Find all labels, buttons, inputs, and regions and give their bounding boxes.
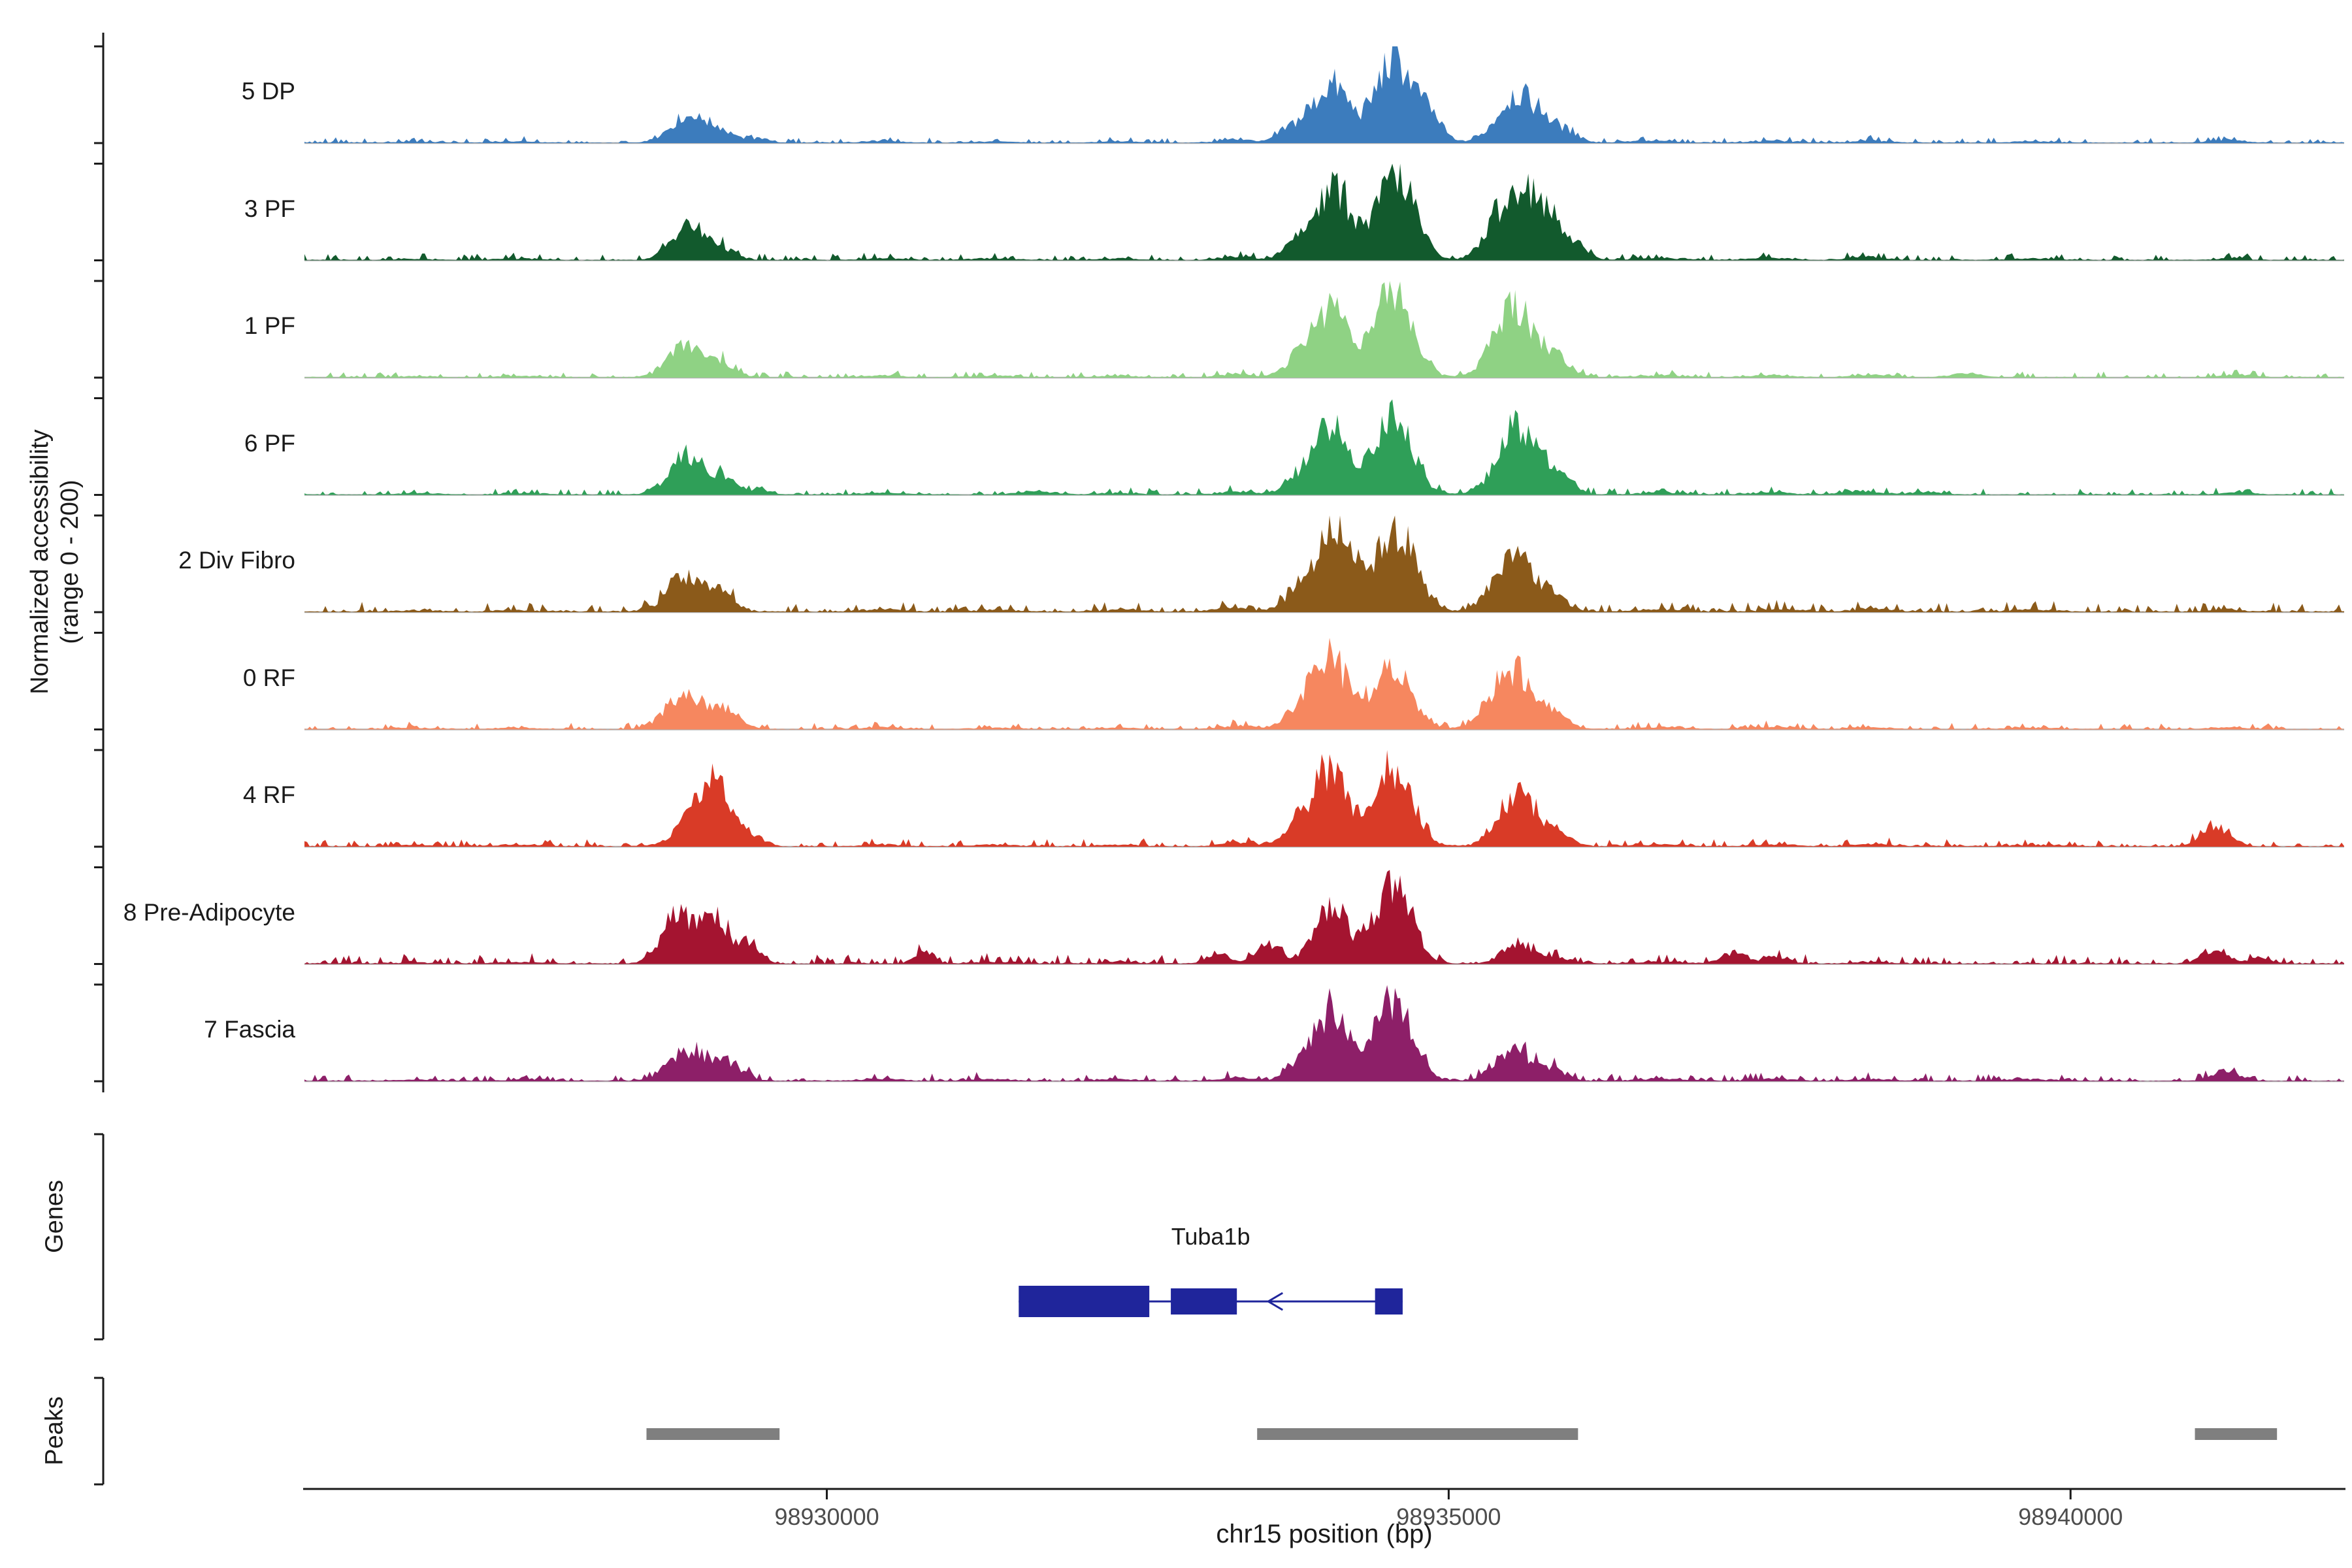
- y-axis-label: Normalized accessibility (range 0 - 200): [25, 429, 85, 694]
- x-axis-title: chr15 position (bp): [1216, 1520, 1433, 1548]
- track-label-6-pf: 6 PF: [244, 429, 295, 457]
- peak-interval: [1257, 1428, 1578, 1440]
- gene-exon: [1375, 1288, 1403, 1315]
- y-axis-label-line2: (range 0 - 200): [56, 480, 84, 644]
- coverage-area-7-fascia: [304, 985, 2344, 1081]
- coverage-area-3-pf: [304, 163, 2344, 261]
- track-label-7-fascia: 7 Fascia: [204, 1016, 295, 1043]
- coverage-area-5-dp: [304, 46, 2344, 143]
- coverage-area-4-rf: [304, 750, 2344, 847]
- coverage-area-2-div-fibro: [304, 515, 2344, 612]
- track-label-3-pf: 3 PF: [244, 195, 295, 222]
- gene-exon: [1171, 1288, 1237, 1315]
- track-label-4-rf: 4 RF: [242, 781, 295, 808]
- track-label-2-div-fibro: 2 Div Fibro: [178, 547, 295, 574]
- gene-exon: [1019, 1286, 1150, 1317]
- coverage-area-0-rf: [304, 638, 2344, 730]
- peak-interval: [2195, 1428, 2278, 1440]
- peaks-section-label: Peaks: [41, 1396, 69, 1465]
- y-axis-label-line1: Normalized accessibility: [26, 429, 54, 694]
- track-label-1-pf: 1 PF: [244, 312, 295, 339]
- x-axis-tick-label: 98935000: [1396, 1503, 1501, 1530]
- track-label-0-rf: 0 RF: [242, 664, 295, 691]
- coverage-area-6-pf: [304, 399, 2344, 495]
- x-axis-tick-label: 98930000: [774, 1503, 879, 1530]
- track-label-8-pre-adipocyte: 8 Pre-Adipocyte: [123, 898, 295, 926]
- coverage-area-1-pf: [304, 281, 2344, 378]
- track-label-5-dp: 5 DP: [241, 78, 295, 105]
- coverage-area-8-pre-adipocyte: [304, 870, 2344, 964]
- gene-strand-arrow: [1266, 1292, 1284, 1311]
- x-axis-tick-label: 98940000: [2018, 1503, 2123, 1530]
- gene-name-label: Tuba1b: [1171, 1223, 1250, 1250]
- genes-section-label: Genes: [41, 1180, 69, 1253]
- peak-interval: [646, 1428, 780, 1440]
